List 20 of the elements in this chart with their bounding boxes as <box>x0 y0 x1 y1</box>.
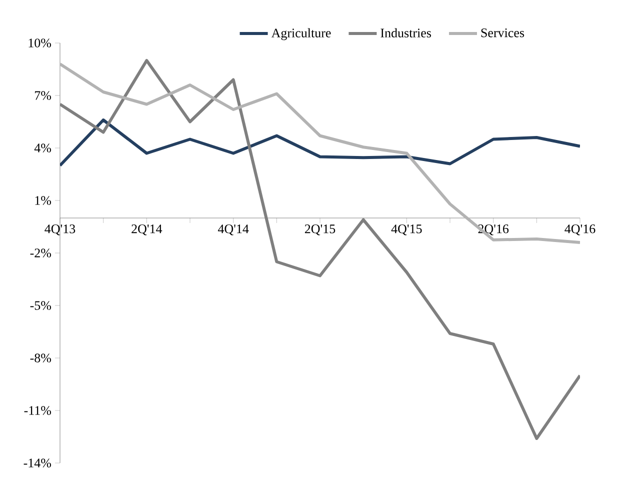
y-tick-label: -5% <box>30 301 52 310</box>
y-tick-label: 7% <box>35 91 52 100</box>
x-tick-label: 4Q'15 <box>391 224 422 236</box>
line-series <box>60 118 580 167</box>
x-tick-label: 2Q'14 <box>132 224 162 236</box>
legend-label: Industries <box>380 28 432 38</box>
y-tick-label: 1% <box>35 196 52 205</box>
y-tick-label: 4% <box>34 144 52 152</box>
x-tick-label: 4Q'13 <box>44 224 76 236</box>
y-tick-label: -8% <box>30 354 52 362</box>
legend-label: Services <box>481 28 524 38</box>
x-tick-label: 4Q'14 <box>218 224 249 236</box>
x-tick-label: 2Q'16 <box>478 224 509 236</box>
x-tick-label: 4Q'16 <box>564 224 596 236</box>
x-tick-label: 2Q'15 <box>304 224 336 236</box>
legend-label: Agriculture <box>271 28 331 40</box>
y-tick-label: 10% <box>28 38 52 48</box>
y-tick-label: -11% <box>24 406 52 415</box>
y-tick-label: -2% <box>30 248 52 258</box>
y-tick-label: -14% <box>24 458 52 468</box>
